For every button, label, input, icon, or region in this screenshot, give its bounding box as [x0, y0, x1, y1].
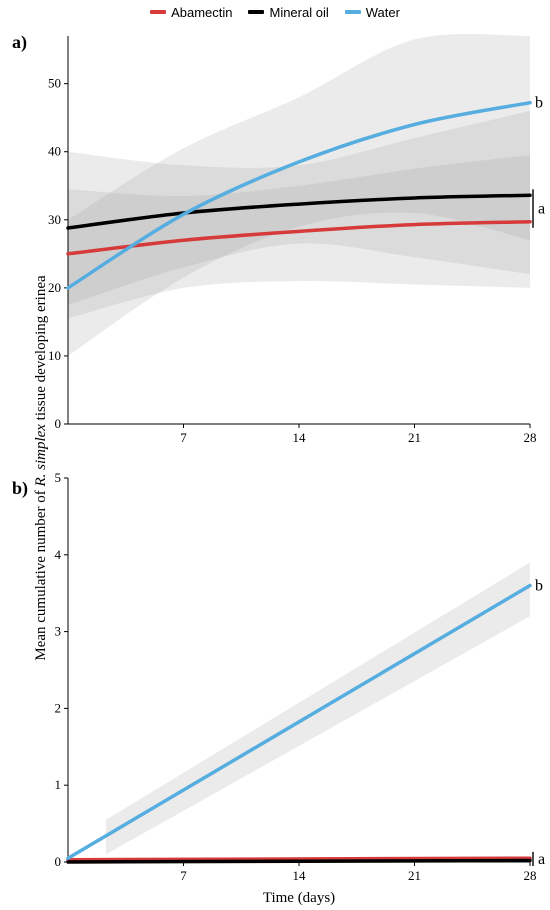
- series-line-mineral-oil: [66, 858, 532, 864]
- panel-b: 0 1 2 3 4 5 7 14 21 28 b a b) Time (days): [12, 470, 545, 906]
- significance-label: b: [535, 578, 543, 595]
- x-tick-label: 28: [524, 868, 537, 883]
- series-line-water: [66, 100, 532, 290]
- legend-label: Mineral oil: [269, 4, 329, 20]
- y-axis-title-post: tissue developing erinea: [33, 275, 49, 424]
- y-tick-label: 50: [48, 76, 61, 91]
- y-tick-label: 10: [48, 348, 61, 363]
- y-tick-label: 1: [55, 777, 62, 792]
- y-tick-label: 5: [55, 470, 62, 485]
- x-tick-label: 14: [293, 430, 307, 445]
- legend-item-water: Water: [344, 4, 400, 20]
- series-line-mineral-oil: [66, 193, 532, 230]
- ci-band-water: [106, 562, 530, 855]
- y-tick-label: 30: [48, 212, 61, 227]
- panel-label: a): [12, 32, 27, 53]
- series-line-water: [66, 583, 532, 860]
- y-tick-label: 2: [55, 700, 62, 715]
- x-tick-label: 21: [408, 868, 421, 883]
- significance-label: b: [535, 95, 543, 112]
- legend: Abamectin Mineral oil Water: [0, 0, 550, 24]
- y-tick-label: 20: [48, 280, 61, 295]
- x-tick-label: 14: [293, 868, 307, 883]
- x-tick-label: 7: [180, 430, 187, 445]
- significance-label: a: [538, 851, 545, 868]
- y-tick-label: 4: [55, 547, 62, 562]
- panel-a: 0 10 20 30 40 50 7 14 21 28 b a a): [12, 32, 545, 445]
- y-tick-label: 3: [55, 624, 62, 639]
- legend-item-abamectin: Abamectin: [150, 5, 232, 20]
- significance-label: a: [538, 201, 545, 218]
- legend-item-mineral-oil: Mineral oil: [248, 4, 329, 20]
- x-axis-title: Time (days): [263, 890, 335, 906]
- x-tick-label: 21: [408, 430, 421, 445]
- ci-band-water: [68, 33, 530, 356]
- series-line-abamectin: [66, 220, 532, 256]
- x-tick-label: 7: [180, 868, 187, 883]
- legend-swatch: [150, 10, 167, 14]
- ci-band-abamectin: [68, 155, 530, 319]
- y-tick-label: 0: [55, 416, 62, 431]
- series-line-abamectin: [66, 856, 532, 862]
- y-axis-title-italic: R. simplex: [33, 424, 49, 488]
- y-tick-label: 0: [55, 854, 62, 869]
- x-tick-label: 28: [524, 430, 537, 445]
- y-axis-title-pre: Mean cumulative number of: [33, 487, 49, 661]
- y-axis-title: Mean cumulative number of R. simplex tis…: [33, 275, 49, 661]
- ci-band-mineral-oil: [68, 110, 530, 305]
- legend-label: Water: [365, 4, 400, 20]
- legend-swatch: [344, 10, 361, 14]
- y-tick-label: 40: [48, 144, 61, 159]
- legend-label: Abamectin: [171, 4, 233, 20]
- legend-swatch: [248, 10, 265, 14]
- panel-label: b): [12, 478, 28, 499]
